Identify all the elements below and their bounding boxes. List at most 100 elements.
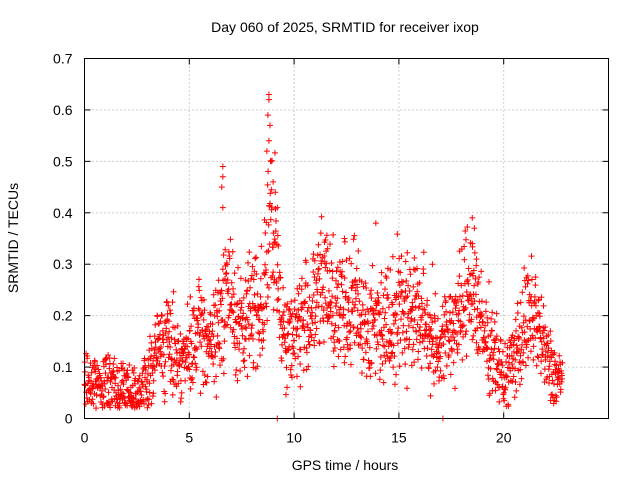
data-point <box>169 391 176 398</box>
data-point <box>329 268 336 275</box>
data-point <box>250 276 257 283</box>
data-point <box>189 379 196 386</box>
data-point <box>101 380 108 387</box>
data-point <box>431 380 438 387</box>
data-point <box>429 261 436 268</box>
data-point <box>237 275 244 282</box>
data-point <box>395 325 402 332</box>
data-point <box>394 231 401 238</box>
data-point <box>311 342 318 349</box>
data-point <box>266 122 273 129</box>
data-point <box>156 331 163 338</box>
data-point <box>378 279 385 286</box>
data-point <box>169 376 176 383</box>
data-point <box>116 404 123 411</box>
data-point <box>294 318 301 325</box>
data-point <box>202 379 209 386</box>
data-point <box>265 247 272 254</box>
data-point <box>102 385 109 392</box>
data-point <box>148 400 155 407</box>
data-point <box>537 370 544 377</box>
data-point <box>473 262 480 269</box>
data-point <box>167 344 174 351</box>
data-point <box>260 328 267 335</box>
data-point <box>287 366 294 373</box>
data-point <box>446 309 453 316</box>
data-point <box>174 322 181 329</box>
data-point <box>365 320 372 327</box>
data-point <box>511 335 518 342</box>
data-point <box>212 348 219 355</box>
data-point <box>419 312 426 319</box>
data-point <box>290 350 297 357</box>
data-point <box>99 387 106 394</box>
data-point <box>381 352 388 359</box>
x-axis-label: GPS time / hours <box>292 457 399 473</box>
data-point <box>219 266 226 273</box>
data-point <box>499 362 506 369</box>
data-point <box>178 389 185 396</box>
data-point <box>439 303 446 310</box>
data-point <box>328 259 335 266</box>
x-tick-label: 15 <box>391 430 407 446</box>
data-point <box>310 251 317 258</box>
data-point <box>341 322 348 329</box>
data-point <box>316 275 323 282</box>
data-point <box>140 400 147 407</box>
data-point <box>120 390 127 397</box>
data-point <box>389 349 396 356</box>
data-point <box>245 321 252 328</box>
data-point <box>416 303 423 310</box>
data-point <box>475 279 482 286</box>
data-point <box>389 329 396 336</box>
data-point <box>241 357 248 364</box>
data-point <box>393 371 400 378</box>
data-point <box>205 350 212 357</box>
data-point <box>528 276 535 283</box>
data-point <box>404 314 411 321</box>
data-point <box>316 340 323 347</box>
data-point <box>423 352 430 359</box>
data-point <box>262 230 269 237</box>
data-point <box>410 324 417 331</box>
data-point <box>335 324 342 331</box>
data-point <box>411 316 418 323</box>
data-point <box>513 327 520 334</box>
data-point <box>473 346 480 353</box>
data-point <box>88 369 95 376</box>
data-point <box>501 397 508 404</box>
data-point <box>168 355 175 362</box>
data-point <box>558 378 565 385</box>
data-point <box>295 353 302 360</box>
data-point <box>297 346 304 353</box>
data-point <box>165 354 172 361</box>
data-point <box>370 322 377 329</box>
data-point <box>158 312 165 319</box>
data-point <box>350 324 357 331</box>
data-point <box>330 231 337 238</box>
data-point <box>367 373 374 380</box>
data-point <box>297 383 304 390</box>
data-point <box>434 315 441 322</box>
data-point <box>320 338 327 345</box>
data-point <box>538 358 545 365</box>
data-point <box>487 365 494 372</box>
data-point <box>498 368 505 375</box>
data-point <box>307 327 314 334</box>
data-point <box>416 279 423 286</box>
data-point <box>388 330 395 337</box>
data-point <box>171 336 178 343</box>
data-point <box>142 383 149 390</box>
data-point <box>304 308 311 315</box>
data-point <box>372 307 379 314</box>
data-point <box>418 300 425 307</box>
data-point <box>475 350 482 357</box>
data-point <box>247 284 254 291</box>
data-point <box>211 378 218 385</box>
data-point <box>120 381 127 388</box>
data-point <box>374 290 381 297</box>
data-point <box>402 258 409 265</box>
data-point <box>312 304 319 311</box>
data-point <box>547 338 554 345</box>
data-point <box>322 264 329 271</box>
